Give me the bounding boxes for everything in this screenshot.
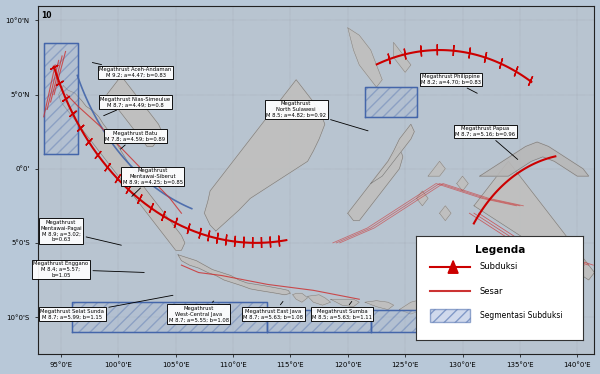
Text: Megathrust
West-Central Java
M 8.7; a=5.55; b=1.08: Megathrust West-Central Java M 8.7; a=5.…: [169, 301, 229, 322]
Polygon shape: [149, 203, 154, 213]
Polygon shape: [70, 111, 77, 117]
Text: Megathrust Selat Sunda
M 8.7; a=5.99; b=1.15: Megathrust Selat Sunda M 8.7; a=5.99; b=…: [40, 295, 173, 319]
Polygon shape: [73, 302, 268, 332]
Polygon shape: [421, 46, 422, 56]
Polygon shape: [137, 194, 142, 204]
Polygon shape: [428, 161, 445, 176]
Text: Megathrust Batu
M 7.8; a=4.59; b=0.89: Megathrust Batu M 7.8; a=4.59; b=0.89: [106, 131, 166, 149]
Polygon shape: [484, 52, 487, 62]
Text: Megathrust Papua
M 8.7; a=5.16; b=0.96: Megathrust Papua M 8.7; a=5.16; b=0.96: [455, 126, 518, 159]
Text: Megathrust Sumba
M 8.5; a=5.63; b=1.11: Megathrust Sumba M 8.5; a=5.63; b=1.11: [312, 301, 372, 319]
Polygon shape: [178, 255, 290, 295]
Polygon shape: [453, 45, 454, 56]
Polygon shape: [440, 206, 451, 221]
Polygon shape: [86, 138, 92, 145]
Polygon shape: [388, 53, 391, 64]
Polygon shape: [394, 43, 411, 72]
Polygon shape: [293, 293, 308, 302]
Polygon shape: [365, 87, 416, 117]
Polygon shape: [59, 86, 185, 250]
Polygon shape: [500, 58, 502, 69]
Text: Megathrust
Mentawai-Siberut
M 8.9; a=4.25; b=0.85: Megathrust Mentawai-Siberut M 8.9; a=4.2…: [122, 168, 183, 196]
Polygon shape: [529, 76, 533, 86]
Polygon shape: [161, 211, 165, 221]
Polygon shape: [308, 295, 331, 305]
Polygon shape: [44, 43, 78, 154]
Text: Megathrust
Mentawai-Pagai
M 8.9; a=3.02;
b=0.63: Megathrust Mentawai-Pagai M 8.9; a=3.02;…: [40, 220, 121, 245]
Polygon shape: [469, 47, 470, 58]
Polygon shape: [348, 147, 403, 221]
Polygon shape: [126, 185, 131, 194]
Polygon shape: [371, 310, 463, 332]
Polygon shape: [187, 224, 190, 234]
Polygon shape: [208, 231, 209, 241]
Text: Megathrust Enggano
M 8.4; a=5.57;
b=1.05: Megathrust Enggano M 8.4; a=5.57; b=1.05: [34, 261, 144, 278]
Polygon shape: [474, 161, 595, 280]
Text: Megathrust East Java
M 8.7; a=5.63; b=1.08: Megathrust East Java M 8.7; a=5.63; b=1.…: [243, 301, 303, 319]
Polygon shape: [205, 80, 325, 231]
Polygon shape: [226, 234, 227, 245]
Polygon shape: [404, 49, 406, 59]
Text: 10: 10: [41, 11, 51, 20]
Polygon shape: [400, 299, 428, 314]
Polygon shape: [331, 299, 359, 307]
Polygon shape: [105, 163, 110, 171]
Polygon shape: [457, 176, 468, 191]
Text: Megathrust
North Sulawesi
M 8.5; a=4.82; b=0.92: Megathrust North Sulawesi M 8.5; a=4.82;…: [266, 101, 368, 131]
Polygon shape: [199, 228, 201, 239]
Polygon shape: [279, 236, 280, 246]
Polygon shape: [115, 175, 121, 183]
Polygon shape: [95, 151, 101, 159]
FancyBboxPatch shape: [38, 6, 595, 354]
Polygon shape: [56, 81, 64, 86]
Polygon shape: [480, 142, 589, 176]
Text: Megathrust Philippine
M 8.2; a=4.70; b=0.83: Megathrust Philippine M 8.2; a=4.70; b=0…: [421, 74, 481, 93]
Polygon shape: [175, 218, 178, 228]
Text: Megathrust Nias-Simeulue
M 8.7; a=4.49; b=0.8: Megathrust Nias-Simeulue M 8.7; a=4.49; …: [100, 96, 170, 116]
Polygon shape: [514, 67, 518, 76]
Polygon shape: [217, 233, 218, 243]
Polygon shape: [77, 125, 84, 131]
Polygon shape: [62, 96, 70, 101]
Text: Megathrust Aceh-Andaman
M 9.2; a=4.47; b=0.83: Megathrust Aceh-Andaman M 9.2; a=4.47; b…: [92, 62, 172, 78]
Polygon shape: [107, 80, 162, 147]
Polygon shape: [371, 124, 415, 184]
Polygon shape: [365, 301, 394, 310]
Polygon shape: [50, 65, 58, 70]
Polygon shape: [268, 310, 371, 332]
Polygon shape: [348, 28, 382, 87]
Polygon shape: [416, 191, 428, 206]
